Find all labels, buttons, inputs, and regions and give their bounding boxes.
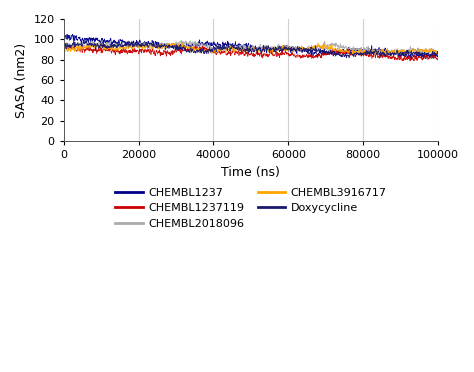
CHEMBL3916717 [243, 46, 249, 51]
Doxycycline [80, 42, 86, 46]
Doxycycline [343, 56, 349, 60]
CHEMBL1237119 [67, 42, 73, 47]
CHEMBL2018096 [425, 49, 430, 54]
CHEMBL1237119 [425, 55, 430, 60]
CHEMBL1237 [243, 41, 249, 46]
CHEMBL1237 [61, 33, 66, 38]
CHEMBL2018096 [80, 44, 86, 48]
CHEMBL3916717 [80, 45, 86, 50]
CHEMBL3916717 [233, 46, 239, 51]
CHEMBL1237 [80, 38, 86, 42]
Line: CHEMBL3916717: CHEMBL3916717 [64, 42, 438, 55]
CHEMBL3916717 [61, 47, 66, 52]
CHEMBL1237119 [61, 44, 66, 48]
CHEMBL1237119 [243, 51, 249, 56]
Doxycycline [233, 46, 239, 51]
CHEMBL2018096 [233, 44, 239, 49]
CHEMBL3916717 [435, 49, 441, 54]
CHEMBL2018096 [61, 42, 66, 47]
CHEMBL1237 [233, 43, 239, 48]
Doxycycline [243, 47, 249, 51]
Doxycycline [356, 53, 362, 57]
CHEMBL1237119 [435, 57, 441, 61]
Doxycycline [61, 46, 66, 50]
CHEMBL3916717 [180, 40, 186, 45]
CHEMBL1237119 [407, 59, 413, 63]
CHEMBL2018096 [385, 53, 391, 57]
CHEMBL3916717 [357, 52, 363, 57]
Line: CHEMBL2018096: CHEMBL2018096 [64, 41, 438, 55]
Doxycycline [82, 38, 88, 43]
CHEMBL1237119 [233, 50, 239, 54]
CHEMBL2018096 [425, 48, 430, 52]
Line: CHEMBL1237: CHEMBL1237 [64, 34, 438, 59]
CHEMBL1237 [356, 49, 362, 53]
CHEMBL1237 [425, 52, 430, 57]
X-axis label: Time (ns): Time (ns) [221, 166, 280, 179]
Line: Doxycycline: Doxycycline [64, 41, 438, 58]
CHEMBL2018096 [243, 44, 249, 49]
Doxycycline [425, 53, 430, 57]
CHEMBL3916717 [425, 50, 430, 54]
CHEMBL1237119 [425, 54, 430, 59]
CHEMBL3916717 [425, 48, 430, 53]
CHEMBL1237 [64, 32, 70, 36]
CHEMBL2018096 [356, 48, 362, 52]
CHEMBL1237 [409, 57, 414, 61]
CHEMBL1237119 [356, 51, 362, 56]
CHEMBL2018096 [435, 50, 441, 54]
Doxycycline [435, 52, 441, 57]
CHEMBL1237 [435, 54, 441, 58]
Y-axis label: SASA (nm2): SASA (nm2) [15, 42, 28, 118]
Line: CHEMBL1237119: CHEMBL1237119 [64, 45, 438, 61]
Doxycycline [425, 52, 430, 56]
CHEMBL2018096 [178, 38, 184, 43]
CHEMBL3916717 [356, 49, 362, 53]
CHEMBL1237 [425, 52, 430, 57]
Legend: CHEMBL1237, CHEMBL1237119, CHEMBL2018096, CHEMBL3916717, Doxycycline: CHEMBL1237, CHEMBL1237119, CHEMBL2018096… [110, 183, 392, 233]
CHEMBL1237119 [80, 45, 86, 49]
